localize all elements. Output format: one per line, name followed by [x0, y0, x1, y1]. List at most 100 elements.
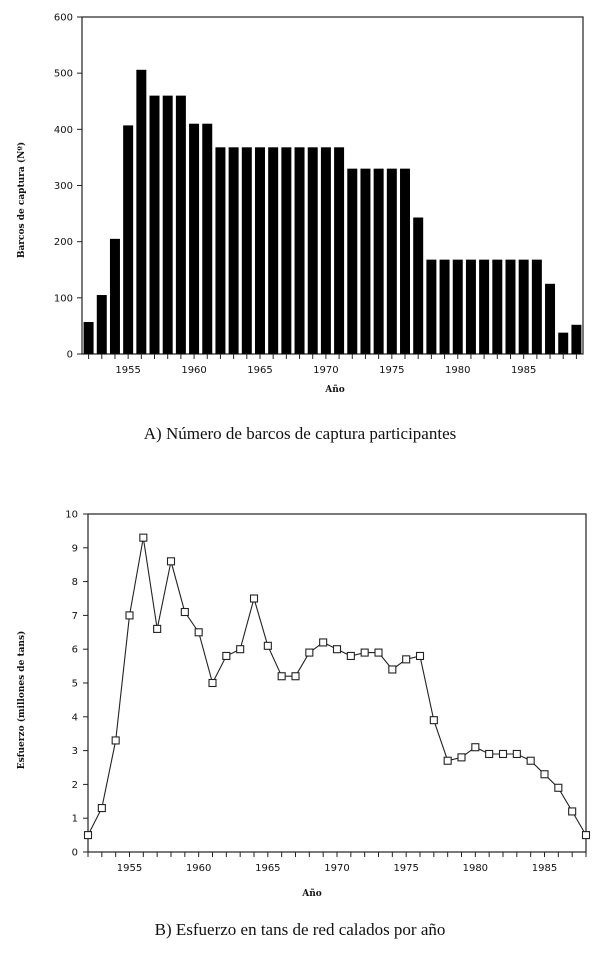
bar-1989: [571, 324, 582, 354]
bar-1967: [281, 147, 292, 354]
x-axis-title: Año: [301, 888, 322, 899]
y-tick-label: 400: [54, 125, 73, 136]
y-tick-label: 5: [72, 679, 78, 690]
marker-1957: [153, 624, 162, 633]
y-tick-label: 6: [72, 645, 78, 656]
x-tick-label: 1975: [379, 365, 404, 376]
bar-chart-caption: A) Número de barcos de captura participa…: [143, 424, 457, 443]
bar-1984: [505, 259, 516, 354]
marker-1975: [402, 655, 411, 664]
marker-1954: [111, 736, 120, 745]
marker-1973: [374, 648, 383, 657]
y-tick-label: 7: [72, 611, 78, 622]
marker-1960: [194, 628, 203, 637]
bar-1958: [162, 95, 173, 354]
bar-1974: [373, 168, 384, 354]
marker-1970: [332, 645, 342, 654]
marker-1979: [457, 753, 466, 762]
x-axis-title: Año: [324, 384, 345, 395]
y-tick-label: 8: [72, 577, 78, 588]
marker-1958: [166, 557, 176, 566]
bar-1955: [123, 125, 134, 354]
marker-1981: [485, 749, 494, 759]
y-axis-title: Esfuerzo (millones de tans): [16, 631, 27, 770]
marker-1986: [554, 783, 563, 792]
marker-1976: [415, 651, 425, 661]
bar-1976: [400, 168, 411, 354]
y-axis-title: Barcos de captura (Nº): [16, 142, 27, 258]
y-tick-label: 3: [72, 746, 78, 757]
x-tick-label: 1980: [445, 365, 470, 376]
bar-1983: [492, 259, 503, 354]
y-tick-label: 0: [72, 848, 78, 859]
marker-1987: [568, 807, 577, 816]
x-tick-label: 1985: [511, 365, 536, 376]
bar-1978: [426, 259, 437, 354]
bar-1966: [268, 147, 279, 354]
plot-frame: [87, 513, 587, 853]
bar-1965: [254, 147, 265, 354]
bar-1980: [452, 259, 463, 354]
bar-1970: [320, 147, 331, 354]
bar-1981: [465, 259, 476, 354]
marker-1969: [319, 638, 328, 647]
marker-1974: [388, 665, 397, 674]
bar-1988: [558, 332, 569, 354]
marker-1980: [471, 743, 480, 752]
bar-1961: [202, 123, 213, 354]
y-tick-label: 9: [72, 543, 78, 554]
marker-1988: [581, 831, 591, 840]
bar-1968: [294, 147, 305, 354]
y-tick-label: 4: [72, 712, 78, 723]
x-tick-label: 1965: [247, 365, 272, 376]
bar-1952: [83, 321, 94, 354]
bar-1954: [109, 238, 120, 354]
marker-1983: [512, 749, 521, 759]
bar-1986: [531, 259, 542, 354]
x-tick-label: 1970: [324, 863, 349, 874]
marker-1953: [97, 804, 106, 813]
bar-1953: [96, 295, 107, 354]
bar-1979: [439, 259, 450, 354]
marker-1985: [540, 770, 549, 779]
y-tick-label: 300: [54, 181, 73, 192]
bar-1973: [360, 168, 371, 354]
marker-1968: [305, 648, 314, 657]
y-tick-label: 100: [54, 293, 73, 304]
bar-chart: 0 100 200 300 400 500 600 1955 1960 1965 1970 1975 1…: [16, 13, 584, 395]
x-tick-label: 1960: [181, 365, 206, 376]
x-tick-label: 1955: [115, 365, 140, 376]
marker-1984: [526, 756, 535, 765]
marker-1961: [208, 678, 217, 688]
bar-1977: [413, 217, 424, 354]
x-tick-label: 1980: [463, 863, 488, 874]
bar-1956: [136, 69, 147, 355]
x-tick-label: 1975: [393, 863, 418, 874]
y-tick-label: 500: [54, 69, 73, 80]
bar-1960: [189, 123, 200, 354]
bar-1971: [334, 147, 345, 354]
y-tick-label: 1: [72, 814, 78, 825]
marker-1978: [443, 756, 452, 765]
data-line: [87, 537, 587, 836]
bar-1969: [307, 147, 318, 354]
y-tick-label: 0: [67, 350, 73, 361]
bar-1963: [228, 147, 239, 354]
marker-1971: [346, 651, 355, 661]
bar-1964: [241, 147, 252, 354]
bar-1962: [215, 147, 226, 354]
y-tick-label: 2: [72, 780, 78, 791]
line-chart-panel: 0 1 2 3 4 5 6 7 8 9 10 1955 1960 1965 1970 1975 1980 1985…: [0, 490, 600, 954]
marker-1959: [180, 607, 189, 617]
marker-1963: [236, 645, 245, 654]
y-tick-label: 10: [65, 510, 78, 521]
bar-1957: [149, 95, 160, 354]
bar-1985: [518, 259, 529, 354]
x-tick-label: 1955: [117, 863, 142, 874]
x-tick-label: 1985: [532, 863, 557, 874]
marker-1952: [83, 831, 93, 840]
bar-1972: [347, 168, 358, 354]
x-tick-label: 1960: [186, 863, 211, 874]
marker-1977: [429, 716, 438, 725]
line-chart-caption: B) Esfuerzo en tans de red calados por a…: [154, 920, 446, 939]
